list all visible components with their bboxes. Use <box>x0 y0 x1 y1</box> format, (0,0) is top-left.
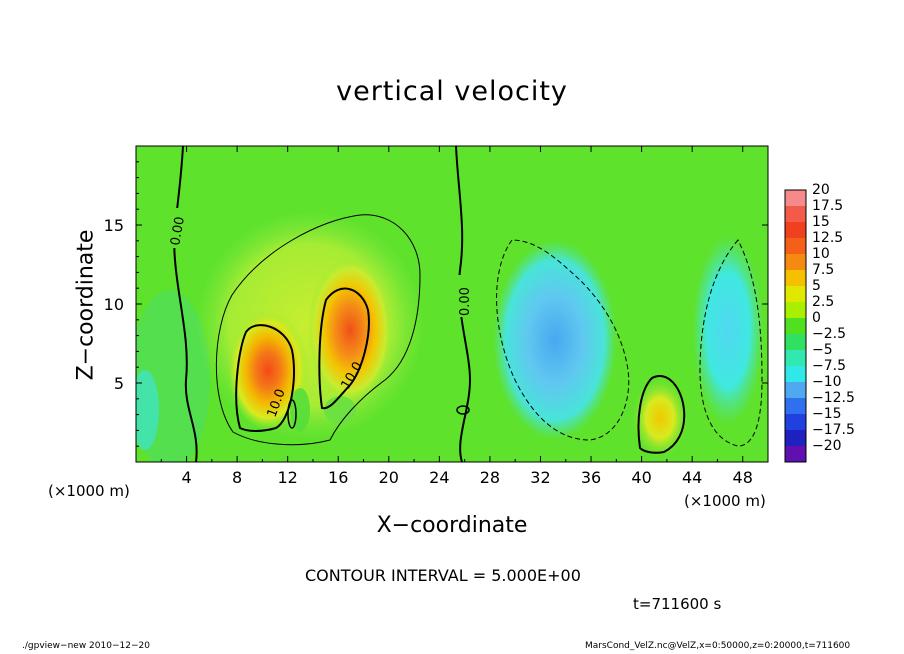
updraft-core-2 <box>308 258 392 402</box>
x-unit-right: (×1000 m) <box>684 492 766 510</box>
footer-left: ./gpview−new 2010−12−20 <box>22 641 150 651</box>
y-tick-label: 15 <box>104 216 124 235</box>
colorbar-label: 17.5 <box>812 198 844 214</box>
colorbar-label: 2.5 <box>812 294 835 310</box>
x-tick-label: 4 <box>181 468 191 487</box>
colorbar-label: 0 <box>812 310 821 326</box>
contour-interval-note: CONTOUR INTERVAL = 5.000E+00 <box>305 566 581 585</box>
x-tick-label: 20 <box>379 468 399 487</box>
y-tick-label: 5 <box>114 374 124 393</box>
x-tick-label: 36 <box>581 468 601 487</box>
colorbar-swatch <box>785 206 806 223</box>
colorbar-swatch <box>785 350 806 367</box>
contour-10-core-1 <box>235 324 295 432</box>
colorbar-swatch <box>785 366 806 383</box>
colorbar-label: −10 <box>812 374 842 390</box>
contour-10-core-2 <box>318 287 370 410</box>
x-unit-left: (×1000 m) <box>48 482 130 500</box>
downdraft-edge-left <box>136 370 159 450</box>
zero-contour-center <box>455 145 472 463</box>
colorbar-swatch <box>785 254 806 271</box>
downdraft-core-2 <box>692 235 764 425</box>
colorbar-label: −5 <box>812 342 833 358</box>
x-axis-label: X−coordinate <box>376 513 528 538</box>
colorbar-label: 10 <box>812 246 830 262</box>
colorbar-swatch <box>785 398 806 415</box>
colorbar-frame <box>784 189 807 463</box>
updraft-core-3 <box>632 378 688 458</box>
time-note: t=711600 s <box>633 595 722 613</box>
colorbar-swatch <box>785 190 806 207</box>
x-tick-label: 8 <box>232 468 242 487</box>
x-tick-label: 32 <box>530 468 550 487</box>
y-axis-ticks: 5 10 15 <box>104 161 768 447</box>
y-tick-label: 10 <box>104 295 124 314</box>
x-tick-label: 24 <box>429 468 449 487</box>
contour-updraft-3 <box>637 375 686 454</box>
contour-label-zero-center: 0.00 <box>458 287 473 316</box>
colorbar-swatch <box>785 318 806 335</box>
x-axis-ticks: 4 8 12 16 20 24 28 32 36 40 44 48 <box>160 146 753 487</box>
contour-label-zero-left: 0.00 <box>168 216 188 247</box>
contour-downdraft-1 <box>496 239 630 441</box>
colorbar-label: 20 <box>812 182 830 198</box>
colorbar-swatch <box>785 302 806 319</box>
contour-small-loop-2 <box>287 399 297 429</box>
colorbar-swatch <box>785 286 806 303</box>
contour-small-loop <box>456 405 470 415</box>
contour-5-halo <box>215 214 421 446</box>
colorbar-swatch <box>785 414 806 431</box>
colorbar-label: −12.5 <box>812 390 855 406</box>
colorbar <box>784 189 807 463</box>
downdraft-core-1 <box>493 240 617 440</box>
gap-lower <box>324 396 356 424</box>
footer-right: MarsCond_VelZ.nc@VelZ,x=0:50000,z=0:2000… <box>585 641 851 651</box>
colorbar-label: −15 <box>812 406 842 422</box>
colorbar-swatch <box>785 270 806 287</box>
colorbar-label: 7.5 <box>812 262 835 278</box>
x-tick-label: 40 <box>631 468 651 487</box>
colorbar-swatch <box>785 382 806 399</box>
heatmap-field <box>136 146 768 462</box>
x-tick-label: 44 <box>682 468 702 487</box>
colorbar-label: 12.5 <box>812 230 844 246</box>
colorbar-swatch <box>785 430 806 447</box>
colorbar-swatch <box>785 238 806 255</box>
colorbar-swatch <box>785 446 806 463</box>
colorbar-label: −17.5 <box>812 422 855 438</box>
colorbar-label: 15 <box>812 214 830 230</box>
colorbar-label: −7.5 <box>812 358 846 374</box>
colorbar-swatch <box>785 334 806 351</box>
contour-downdraft-2 <box>699 239 763 447</box>
chart-title: vertical velocity <box>336 76 568 107</box>
x-tick-label: 16 <box>328 468 348 487</box>
colorbar-label: −20 <box>812 438 842 454</box>
x-tick-label: 28 <box>480 468 500 487</box>
x-tick-label: 12 <box>278 468 298 487</box>
colorbar-label: 5 <box>812 278 821 294</box>
colorbar-swatch <box>785 222 806 239</box>
x-tick-label: 48 <box>733 468 753 487</box>
colorbar-label: −2.5 <box>812 326 846 342</box>
y-axis-label: Z−coordinate <box>73 229 99 381</box>
